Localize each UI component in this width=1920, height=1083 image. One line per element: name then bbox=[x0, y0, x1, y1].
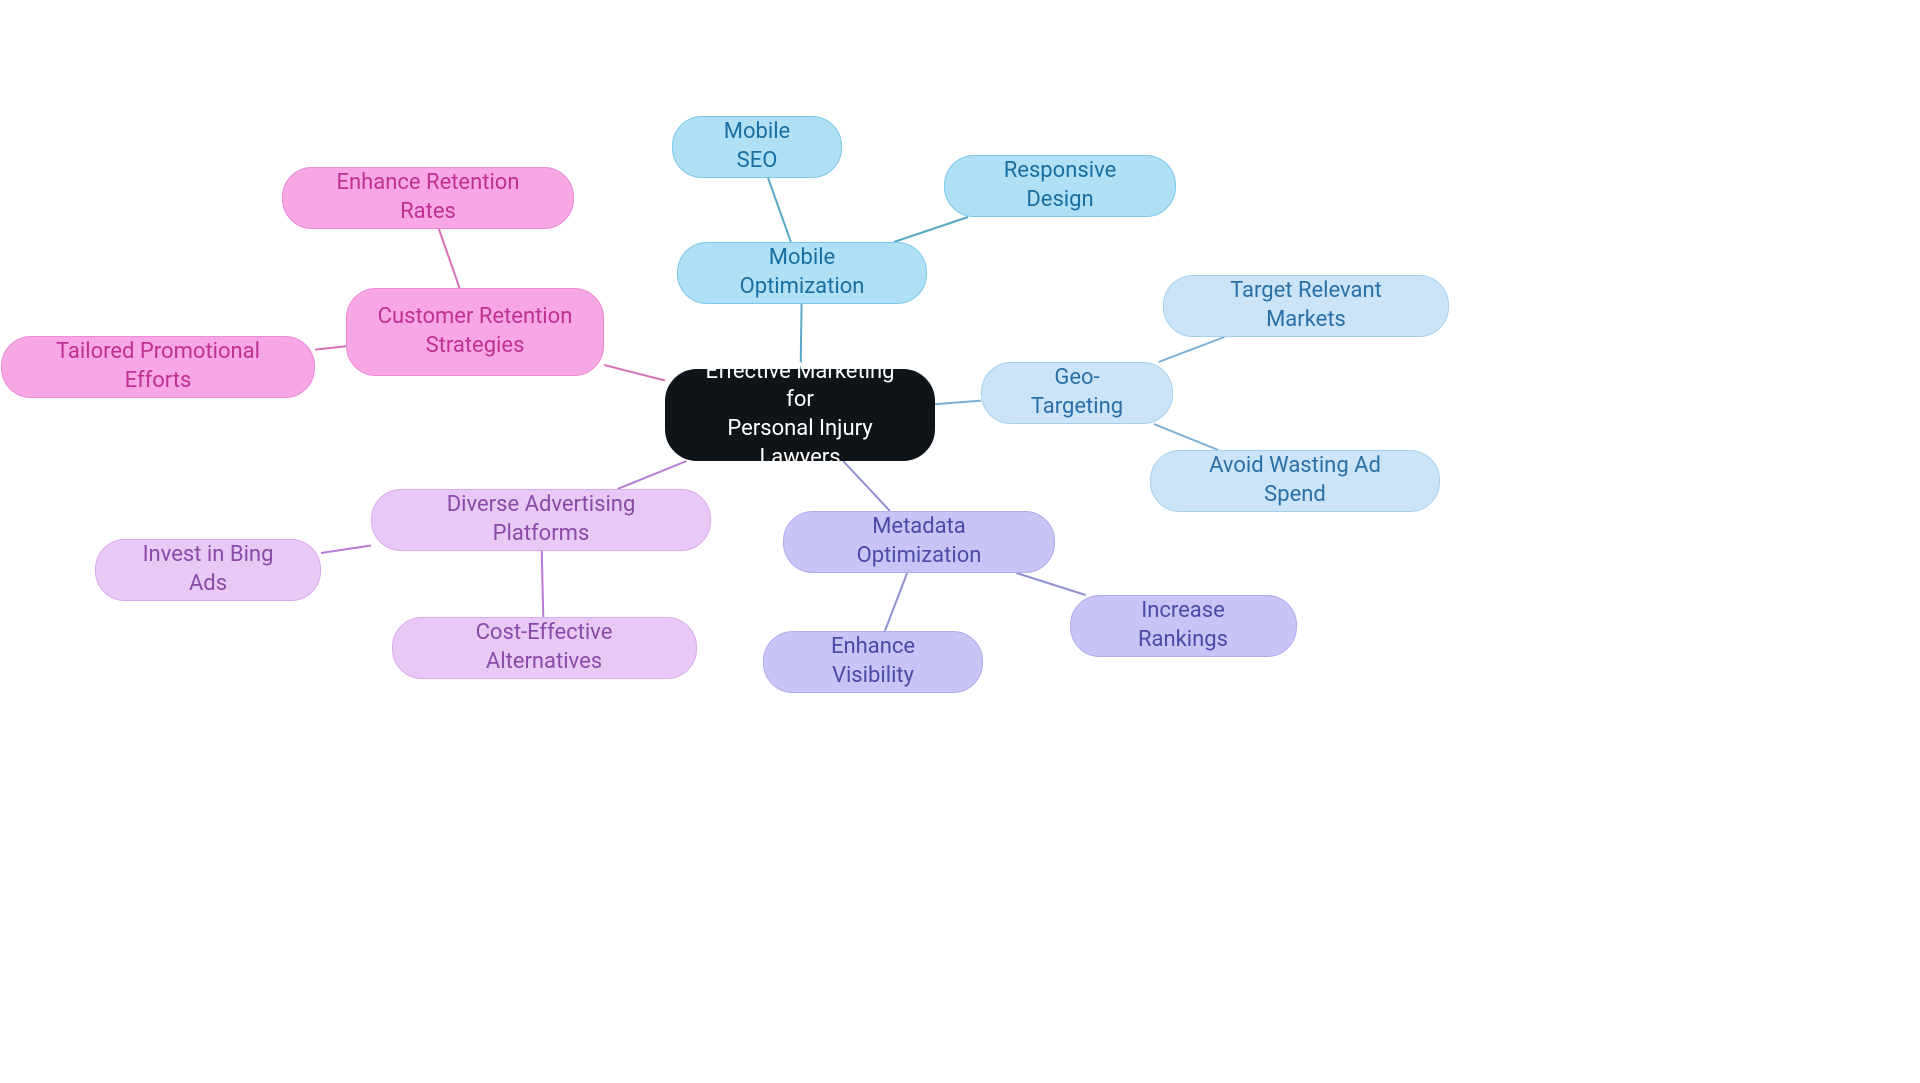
node-bing: Invest in Bing Ads bbox=[95, 539, 321, 601]
node-geo: Geo-Targeting bbox=[981, 362, 1173, 424]
node-visibility: Enhance Visibility bbox=[763, 631, 983, 693]
node-cost-effective: Cost-Effective Alternatives bbox=[392, 617, 697, 679]
node-responsive: Responsive Design bbox=[944, 155, 1176, 217]
node-rankings: Increase Rankings bbox=[1070, 595, 1297, 657]
node-diverse: Diverse Advertising Platforms bbox=[371, 489, 711, 551]
node-tailored: Tailored Promotional Efforts bbox=[1, 336, 315, 398]
node-metadata: Metadata Optimization bbox=[783, 511, 1055, 573]
node-mobile-seo: Mobile SEO bbox=[672, 116, 842, 178]
node-enhance-retention: Enhance Retention Rates bbox=[282, 167, 574, 229]
node-target-markets: Target Relevant Markets bbox=[1163, 275, 1449, 337]
node-center: Effective Marketing forPersonal Injury L… bbox=[665, 369, 935, 461]
node-mobile: Mobile Optimization bbox=[677, 242, 927, 304]
node-retention: Customer RetentionStrategies bbox=[346, 288, 604, 376]
node-avoid-waste: Avoid Wasting Ad Spend bbox=[1150, 450, 1440, 512]
